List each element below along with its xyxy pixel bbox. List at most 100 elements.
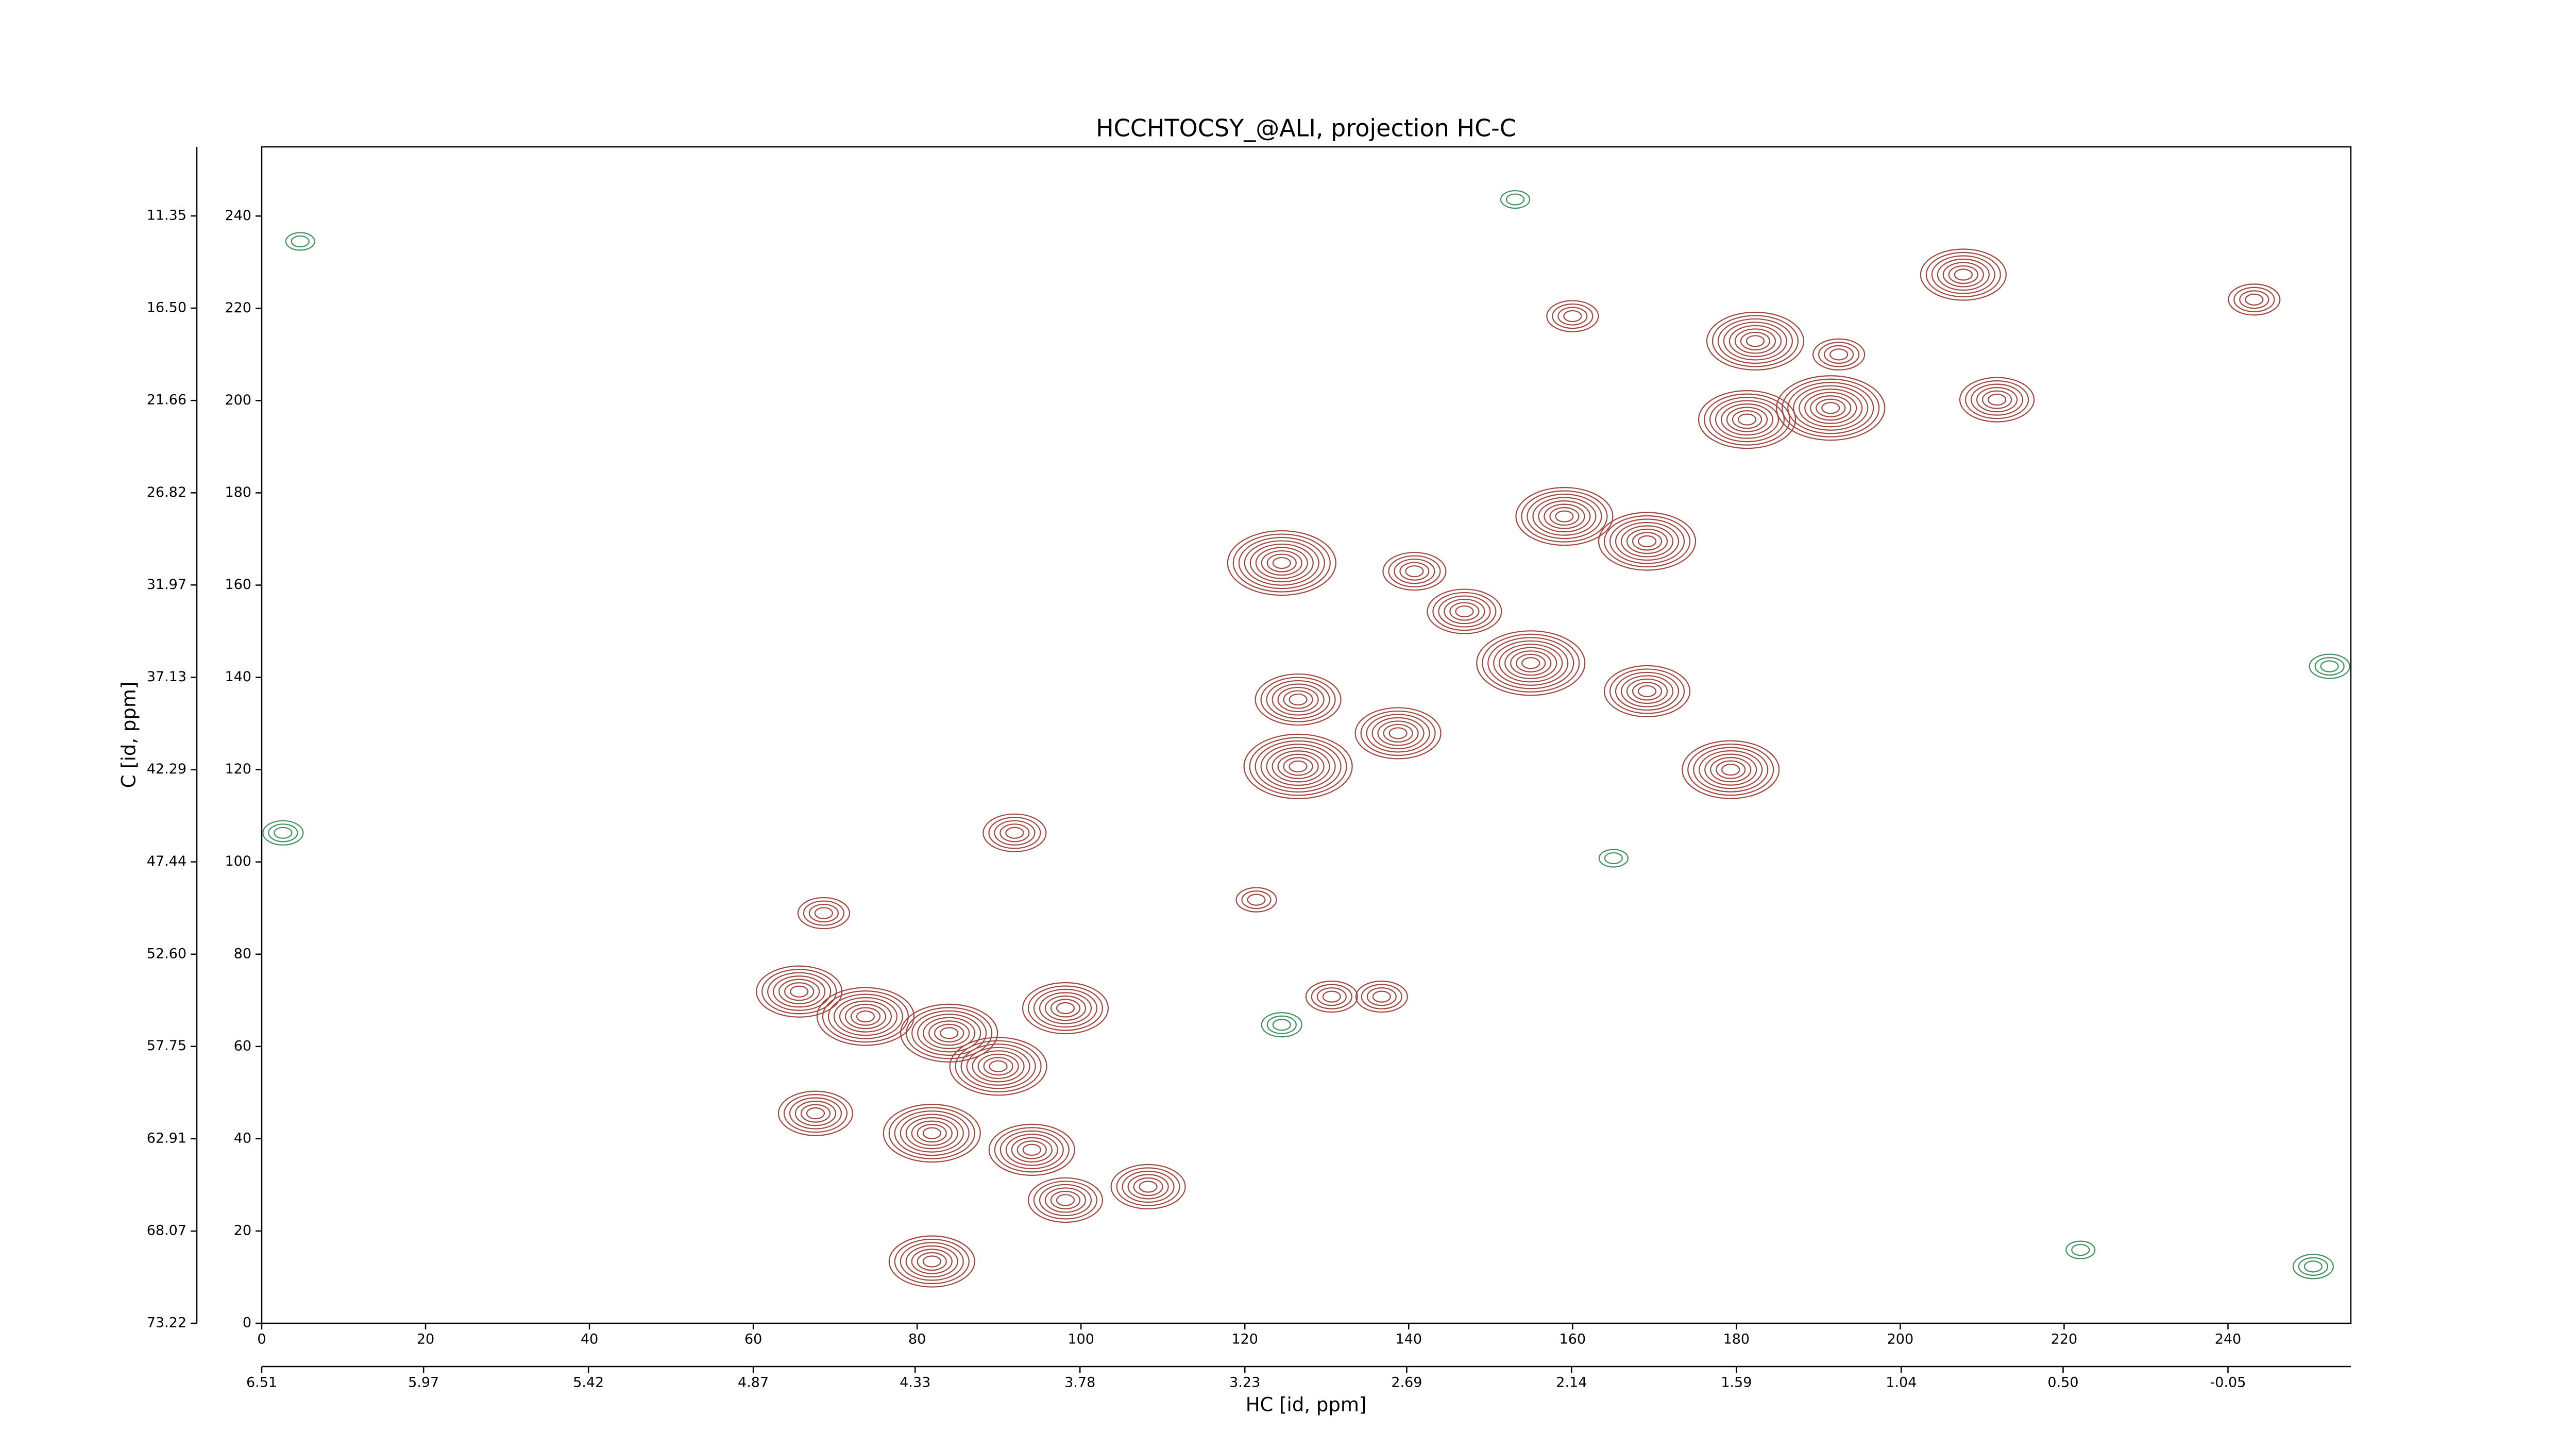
inner-contour xyxy=(1044,995,1087,1021)
peak-contour xyxy=(1698,390,1797,449)
inner-contour xyxy=(1538,500,1591,533)
peak xyxy=(1382,552,1447,591)
inner-contour xyxy=(822,990,909,1043)
inner-contour xyxy=(900,1114,964,1153)
inner-contour xyxy=(1022,1143,1041,1156)
inner-contour xyxy=(1487,637,1574,689)
inner-contour xyxy=(923,1017,976,1049)
inner-contour xyxy=(1626,528,1668,554)
inner-contour xyxy=(1728,325,1782,358)
peak-contour xyxy=(1959,377,2035,423)
y-tick-label: 40 xyxy=(234,1130,251,1146)
peak xyxy=(1476,630,1586,696)
peak xyxy=(1255,673,1342,726)
inner-contour xyxy=(1821,402,1840,414)
chart-title: HCCHTOCSY_@ALI, projection HC-C xyxy=(1096,114,1516,142)
peak-contour xyxy=(1110,1164,1186,1210)
inner-contour xyxy=(994,820,1036,846)
y2-tick-label: 11.35 xyxy=(147,208,187,224)
peak xyxy=(1515,487,1614,546)
inner-contour xyxy=(900,1242,964,1281)
y-tick-label: 60 xyxy=(234,1038,251,1054)
inner-contour xyxy=(778,979,820,1004)
inner-contour xyxy=(1745,335,1765,347)
inner-contour xyxy=(1637,685,1657,698)
peak-contour xyxy=(1022,982,1109,1035)
inner-contour xyxy=(1521,657,1540,669)
inner-contour xyxy=(1954,268,1973,281)
inner-contour xyxy=(1532,497,1597,536)
peak-contour xyxy=(1261,1012,1302,1038)
inner-contour xyxy=(1405,565,1424,578)
inner-contour xyxy=(999,823,1030,843)
inner-contour xyxy=(1970,383,2024,416)
x2-tick-label: 5.42 xyxy=(573,1375,604,1391)
peak xyxy=(1305,981,1358,1013)
inner-contour xyxy=(1249,543,1314,583)
inner-contour xyxy=(960,1043,1036,1089)
inner-contour xyxy=(1039,1184,1092,1217)
peak-contour xyxy=(1920,248,2007,301)
inner-contour xyxy=(806,1107,825,1120)
inner-contour xyxy=(1787,382,1874,434)
inner-contour xyxy=(1005,827,1024,839)
inner-contour xyxy=(1552,303,1594,329)
inner-contour xyxy=(922,1127,941,1139)
x-tick-label: 100 xyxy=(1067,1332,1094,1347)
inner-contour xyxy=(1027,985,1104,1031)
peak xyxy=(1500,190,1531,209)
inner-contour xyxy=(1717,318,1793,364)
peak-contour xyxy=(883,1104,981,1163)
inner-contour xyxy=(1455,605,1474,618)
y-tick-label: 100 xyxy=(225,853,251,869)
peak-contour xyxy=(1255,673,1342,726)
inner-contour xyxy=(1810,395,1852,421)
inner-contour xyxy=(1266,1015,1297,1034)
y-tick-label: 180 xyxy=(225,484,251,500)
inner-contour xyxy=(1033,1181,1098,1220)
inner-contour xyxy=(1322,990,1341,1003)
inner-contour xyxy=(1371,717,1425,750)
inner-contour xyxy=(1505,193,1525,206)
inner-contour xyxy=(1394,559,1435,584)
inner-contour xyxy=(1255,547,1308,579)
peak xyxy=(285,232,315,251)
inner-contour xyxy=(1964,380,2029,419)
inner-contour xyxy=(1289,693,1308,706)
inner-contour xyxy=(917,1014,981,1053)
peak-contour xyxy=(1476,630,1586,696)
inner-contour xyxy=(1557,307,1588,326)
inner-contour xyxy=(839,1000,892,1033)
inner-contour xyxy=(844,1004,887,1030)
peak-contour xyxy=(1427,588,1502,634)
inner-contour xyxy=(1377,720,1419,746)
inner-contour xyxy=(911,1010,987,1056)
x2-tick-label: 3.23 xyxy=(1229,1375,1260,1391)
inner-contour xyxy=(977,1053,1019,1079)
inner-contour xyxy=(1824,345,1854,364)
inner-contour xyxy=(2233,287,2275,312)
inner-contour xyxy=(1829,348,1849,361)
inner-contour xyxy=(2320,660,2339,672)
peak xyxy=(1243,733,1353,799)
x-tick-label: 40 xyxy=(581,1332,598,1347)
inner-contour xyxy=(1816,398,1846,417)
inner-contour xyxy=(1615,671,1680,711)
inner-contour xyxy=(1360,710,1436,756)
inner-contour xyxy=(1272,1019,1291,1031)
inner-contour xyxy=(1016,1140,1047,1159)
peak-contour xyxy=(1546,300,1599,332)
peak-contour xyxy=(1227,530,1336,596)
peak-contour xyxy=(756,965,843,1018)
peak-contour xyxy=(888,1235,975,1288)
inner-contour xyxy=(1272,683,1325,716)
inner-contour xyxy=(1549,507,1580,526)
x-tick-label: 80 xyxy=(908,1332,926,1347)
peak-contour xyxy=(1027,1177,1104,1223)
inner-contour xyxy=(1133,1177,1163,1197)
inner-contour xyxy=(1244,540,1319,586)
inner-contour xyxy=(814,907,833,919)
y-tick-label: 80 xyxy=(234,946,251,962)
peak-contour xyxy=(2292,1254,2334,1279)
